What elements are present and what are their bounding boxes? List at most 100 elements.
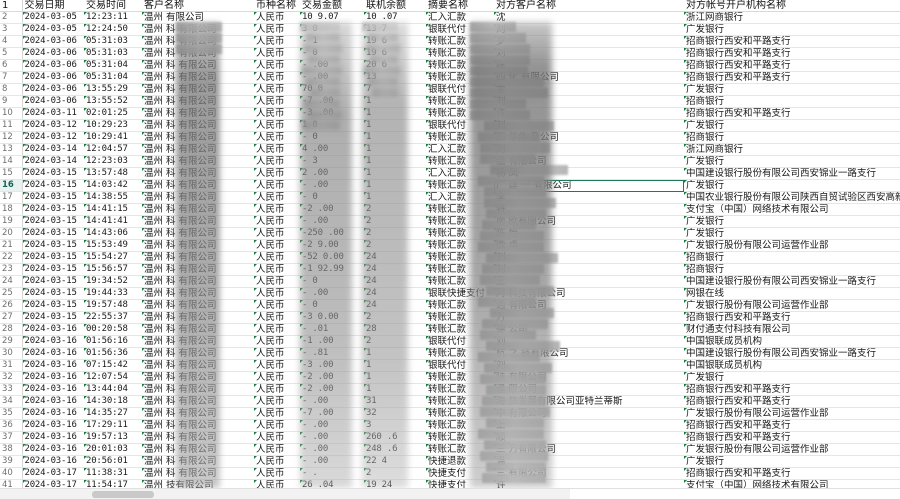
cell-counterparty-name[interactable]: 中 有限公司 (494, 407, 684, 420)
table-row[interactable]: 18 2024-03-15 14:41:15 温州 科 有限公司 人民币 -2 .00 2 转… (0, 203, 900, 216)
cell-transaction-time[interactable]: 14:35:27 (84, 407, 142, 420)
row-header-18[interactable]: 18 (0, 203, 23, 216)
cell-transaction-amount[interactable]: - 0 (300, 47, 364, 60)
cell-counterparty-bank[interactable]: 广发银行 (684, 455, 900, 468)
cell-online-balance[interactable]: 2 (364, 311, 426, 324)
cell-transaction-date[interactable]: 2024-03-06 (22, 71, 84, 84)
col-header-summary[interactable]: 摘要名称 (426, 0, 494, 12)
cell-transaction-date[interactable]: 2024-03-15 (22, 215, 84, 228)
cell-transaction-amount[interactable]: -7 .00 (300, 95, 364, 108)
cell-online-balance[interactable]: 1 (364, 383, 426, 396)
table-row[interactable]: 32 2024-03-16 12:07:54 温州 科 有限公司 人民币 -2 .00 1 转… (0, 371, 900, 384)
row-header-20[interactable]: 20 (0, 227, 23, 240)
cell-transaction-amount[interactable]: -2 .00 (300, 371, 364, 384)
cell-transaction-date[interactable]: 2024-03-14 (22, 155, 84, 168)
cell-summary-name[interactable]: 转账汇款 (426, 59, 494, 72)
cell-transaction-date[interactable]: 2024-03-16 (22, 443, 84, 456)
cell-online-balance[interactable]: 24 (364, 275, 426, 288)
row-header-10[interactable]: 10 (0, 107, 23, 120)
cell-transaction-date[interactable]: 2024-03-16 (22, 335, 84, 348)
cell-counterparty-name[interactable]: 特 (494, 203, 684, 216)
cell-counterparty-bank[interactable]: 中国农业银行股份有限公司陕西自贸试验区西安高新分行 (684, 191, 900, 204)
cell-counterparty-bank[interactable]: 财付通支付科技有限公司 (684, 323, 900, 336)
cell-transaction-amount[interactable]: - 1 (300, 35, 364, 48)
cell-transaction-amount[interactable]: -3 .00 (300, 359, 364, 372)
cell-summary-name[interactable]: 转账汇款 (426, 275, 494, 288)
cell-currency-name[interactable]: 人民币 (254, 455, 300, 468)
cell-transaction-date[interactable]: 2024-03-06 (22, 47, 84, 60)
cell-transaction-amount[interactable]: - .00 (300, 287, 364, 300)
cell-counterparty-bank[interactable]: 招商银行西安和平路支行 (684, 431, 900, 444)
row-header-40[interactable]: 40 (0, 467, 23, 480)
cell-transaction-time[interactable]: 17:29:11 (84, 419, 142, 432)
cell-transaction-time[interactable]: 11:38:31 (84, 467, 142, 480)
table-row[interactable]: 2 2024-03-05 12:23:11 温州 有限公司 人民币 10 9.07 10 .… (0, 11, 900, 24)
cell-currency-name[interactable]: 人民币 (254, 395, 300, 408)
cell-counterparty-bank[interactable]: 招商银行 (684, 263, 900, 276)
cell-customer-name[interactable]: 温州 科 有限公司 (142, 83, 254, 96)
cell-counterparty-name[interactable]: 三 万有限公司 (494, 443, 684, 456)
cell-summary-name[interactable]: 汇入汇款 (426, 143, 494, 156)
cell-transaction-amount[interactable]: -1 .00 (300, 335, 364, 348)
table-row[interactable]: 34 2024-03-16 14:30:18 温州 科 有限公司 人民币 - .00 31 转… (0, 395, 900, 408)
cell-counterparty-name[interactable]: 德 公司 (494, 323, 684, 336)
cell-transaction-amount[interactable]: 4 .00 (300, 143, 364, 156)
col-header-customer[interactable]: 客户名称 (142, 0, 254, 12)
cell-counterparty-bank[interactable]: 支付宝（中国）网络技术有限公司 (684, 203, 900, 216)
table-row[interactable]: 13 2024-03-14 12:04:57 温州 科 有限公司 人民币 4 .00 1 汇入… (0, 143, 900, 156)
cell-counterparty-name[interactable]: 王 (494, 275, 684, 288)
col-header-balance[interactable]: 联机余额 (364, 0, 426, 12)
cell-customer-name[interactable]: 温州 科 有限公司 (142, 419, 254, 432)
row-header-15[interactable]: 15 (0, 167, 23, 180)
col-header-counterparty[interactable]: 对方客户名称 (494, 0, 684, 12)
cell-online-balance[interactable]: 2 (364, 215, 426, 228)
cell-summary-name[interactable]: 转账汇款 (426, 443, 494, 456)
cell-online-balance[interactable]: 10 .07 (364, 11, 426, 24)
cell-customer-name[interactable]: 温州 科 有限公司 (142, 107, 254, 120)
cell-customer-name[interactable]: 温州 科 有限公司 (142, 263, 254, 276)
cell-transaction-amount[interactable]: 2 .00 (300, 167, 364, 180)
table-row[interactable]: 7 2024-03-06 05:31:04 温州 科 有限公司 人民币 - .00 13 转… (0, 71, 900, 84)
cell-transaction-time[interactable]: 14:38:55 (84, 191, 142, 204)
table-row[interactable]: 25 2024-03-15 19:44:33 温州 科 有限公司 人民币 - .00 24 银… (0, 287, 900, 300)
cell-summary-name[interactable]: 银联快捷支付 (426, 287, 494, 300)
cell-transaction-date[interactable]: 2024-03-16 (22, 419, 84, 432)
cell-counterparty-name[interactable]: 顺 (494, 431, 684, 444)
row-header-35[interactable]: 35 (0, 407, 23, 420)
cell-counterparty-bank[interactable]: 广发银行 (684, 23, 900, 36)
cell-transaction-date[interactable]: 2024-03-16 (22, 395, 84, 408)
cell-transaction-amount[interactable]: - 3 (300, 155, 364, 168)
cell-currency-name[interactable]: 人民币 (254, 131, 300, 144)
cell-transaction-time[interactable]: 05:31:03 (84, 47, 142, 60)
cell-summary-name[interactable]: 转账汇款 (426, 347, 494, 360)
col-header-amount[interactable]: 交易金额 (300, 0, 364, 12)
cell-transaction-amount[interactable]: - .00 (300, 71, 364, 84)
cell-summary-name[interactable]: 转账汇款 (426, 383, 494, 396)
table-row[interactable]: 11 2024-03-12 10:29:23 温州 科 有限公司 人民币 1 0 1 银联代付… (0, 119, 900, 132)
row-header-29[interactable]: 29 (0, 335, 23, 348)
cell-summary-name[interactable]: 转账汇款 (426, 227, 494, 240)
cell-online-balance[interactable]: 24 (364, 287, 426, 300)
cell-counterparty-bank[interactable]: 招商银行西安和平路支行 (684, 395, 900, 408)
cell-summary-name[interactable]: 转账汇款 (426, 215, 494, 228)
cell-customer-name[interactable]: 温州 科 有限公司 (142, 59, 254, 72)
cell-online-balance[interactable]: 32 (364, 407, 426, 420)
row-header-25[interactable]: 25 (0, 287, 23, 300)
cell-counterparty-bank[interactable]: 广发银行 (684, 215, 900, 228)
cell-currency-name[interactable]: 人民币 (254, 299, 300, 312)
table-row[interactable]: 22 2024-03-15 15:54:27 温州 科 有限公司 人民币 -52 0.00… (0, 251, 900, 264)
cell-customer-name[interactable]: 温州 科 有限公司 (142, 407, 254, 420)
cell-transaction-time[interactable]: 10:29:41 (84, 131, 142, 144)
cell-summary-name[interactable]: 转账汇款 (426, 179, 494, 192)
cell-transaction-amount[interactable]: - .00 (300, 431, 364, 444)
cell-summary-name[interactable]: 快捷支付 (426, 467, 494, 480)
cell-currency-name[interactable]: 人民币 (254, 107, 300, 120)
cell-customer-name[interactable]: 温州 科 有限公司 (142, 383, 254, 396)
cell-online-balance[interactable]: 19 6 (364, 47, 426, 60)
cell-currency-name[interactable]: 人民币 (254, 443, 300, 456)
cell-counterparty-name[interactable]: 陕 有限公司 (494, 371, 684, 384)
cell-currency-name[interactable]: 人民币 (254, 347, 300, 360)
cell-customer-name[interactable]: 温州 科 有限公司 (142, 371, 254, 384)
table-row[interactable]: 27 2024-03-15 22:55:37 温州 科 有限公司 人民币 -3 0.00 2… (0, 311, 900, 324)
cell-currency-name[interactable]: 人民币 (254, 71, 300, 84)
